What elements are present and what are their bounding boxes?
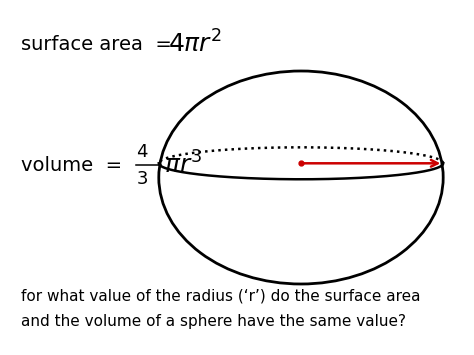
- Text: 3: 3: [137, 170, 148, 187]
- Text: $\pi r^3$: $\pi r^3$: [164, 152, 202, 179]
- Text: $4\pi r^2$: $4\pi r^2$: [168, 31, 222, 58]
- Text: volume  =: volume =: [21, 155, 129, 175]
- Text: for what value of the radius (‘r’) do the surface area: for what value of the radius (‘r’) do th…: [21, 289, 421, 304]
- Text: 4: 4: [137, 143, 148, 160]
- Text: and the volume of a sphere have the same value?: and the volume of a sphere have the same…: [21, 314, 406, 329]
- Text: surface area  =: surface area =: [21, 35, 178, 54]
